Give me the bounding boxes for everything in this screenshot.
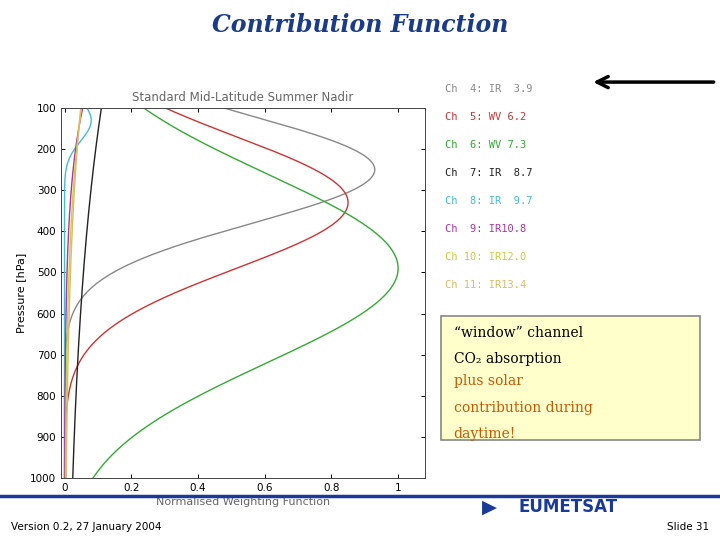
Text: Ch  5: WV 6.2: Ch 5: WV 6.2 [445, 112, 526, 122]
Text: Ch  9: IR10.8: Ch 9: IR10.8 [445, 224, 526, 234]
FancyBboxPatch shape [441, 316, 700, 440]
Text: Version 0.2, 27 January 2004: Version 0.2, 27 January 2004 [11, 522, 161, 532]
Text: EUMETSAT: EUMETSAT [518, 497, 618, 516]
Text: Ch  7: IR  8.7: Ch 7: IR 8.7 [445, 168, 533, 178]
Text: Contribution Function: Contribution Function [212, 14, 508, 37]
Text: Ch  6: WV 7.3: Ch 6: WV 7.3 [445, 140, 526, 150]
Text: Ch 11: IR13.4: Ch 11: IR13.4 [445, 280, 526, 291]
Y-axis label: Pressure [hPa]: Pressure [hPa] [16, 253, 26, 333]
Text: CO₂ absorption: CO₂ absorption [454, 352, 561, 366]
X-axis label: Normalised Weighting Function: Normalised Weighting Function [156, 497, 330, 507]
Text: ▶: ▶ [482, 498, 497, 517]
Text: Ch  8: IR  9.7: Ch 8: IR 9.7 [445, 196, 533, 206]
Text: contribution during: contribution during [454, 401, 593, 415]
Text: plus solar: plus solar [454, 374, 523, 388]
Text: Slide 31: Slide 31 [667, 522, 709, 532]
Text: “window” channel: “window” channel [454, 326, 582, 340]
Title: Standard Mid-Latitude Summer Nadir: Standard Mid-Latitude Summer Nadir [132, 91, 354, 104]
Text: Ch 10: IR12.0: Ch 10: IR12.0 [445, 252, 526, 262]
Text: Ch  4: IR  3.9: Ch 4: IR 3.9 [445, 84, 533, 94]
Text: daytime!: daytime! [454, 427, 516, 441]
